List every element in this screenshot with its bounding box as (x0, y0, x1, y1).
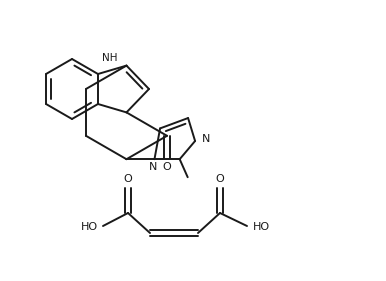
Text: O: O (124, 174, 132, 184)
Text: O: O (216, 174, 224, 184)
Text: O: O (163, 162, 171, 172)
Text: HO: HO (252, 222, 269, 232)
Text: N: N (149, 162, 157, 172)
Text: N: N (202, 134, 210, 144)
Text: HO: HO (80, 222, 98, 232)
Text: NH: NH (102, 53, 118, 63)
